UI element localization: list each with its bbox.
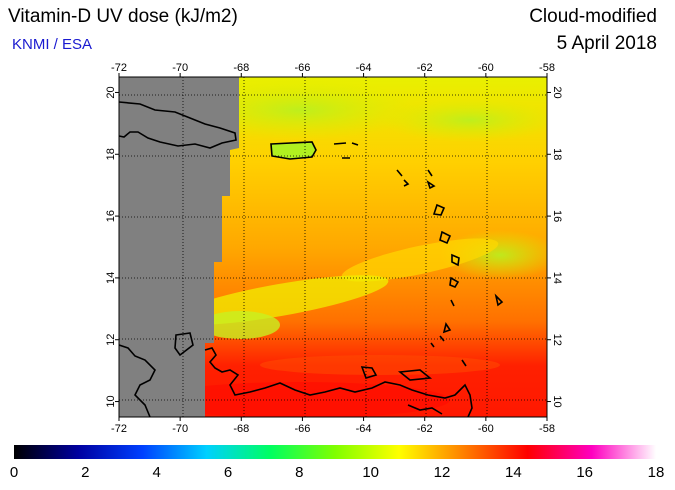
- lon-tick-label-top: -62: [417, 62, 433, 74]
- lat-tick-label-right: 14: [551, 272, 563, 284]
- colorbar-tick-label: 8: [295, 464, 304, 481]
- lon-tick-label-top: -60: [478, 62, 494, 74]
- colorbar: [14, 445, 656, 459]
- lat-tick-label-left: 16: [105, 210, 117, 222]
- lon-tick-label-bottom: -68: [233, 423, 249, 435]
- lon-tick-label-bottom: -70: [172, 423, 188, 435]
- lon-tick-label-bottom: -64: [356, 423, 372, 435]
- lon-tick-label-top: -66: [294, 62, 310, 74]
- lon-tick-label-bottom: -62: [417, 423, 433, 435]
- date-label: 5 April 2018: [556, 33, 657, 54]
- lat-tick-label-right: 10: [551, 395, 563, 407]
- colorbar-tick-label: 12: [433, 464, 451, 481]
- map-title: Vitamin-D UV dose (kJ/m2): [8, 6, 238, 27]
- lat-tick-label-right: 20: [551, 86, 563, 98]
- lon-tick-label-top: -72: [111, 62, 127, 74]
- lon-tick-label-top: -64: [356, 62, 372, 74]
- lat-tick-label-right: 12: [551, 334, 563, 346]
- colorbar-tick-label: 0: [9, 464, 19, 481]
- lat-tick-label-right: 16: [551, 210, 563, 222]
- lat-tick-label-left: 18: [105, 148, 117, 160]
- no-data-region: [119, 77, 239, 417]
- lon-tick-label-bottom: -66: [294, 423, 310, 435]
- colorbar-tick-label: 6: [223, 464, 233, 481]
- axis-ticks: -72 -72 -70 -70 -68 -68 -66 -66 -64 -64 -62 -62 -60 -…: [105, 62, 563, 435]
- lon-tick-label-bottom: -72: [111, 423, 127, 435]
- lat-tick-label-left: 14: [105, 272, 117, 284]
- lat-tick-label-right: 18: [551, 148, 563, 160]
- colorbar-tick-label: 4: [152, 464, 161, 481]
- colorbar-tick-label: 2: [81, 464, 90, 481]
- colorbar-tick-label: 10: [362, 464, 379, 481]
- colorbar-tick-label: 18: [647, 464, 665, 481]
- lat-tick-label-left: 12: [105, 334, 117, 346]
- lon-tick-label-top: -58: [539, 62, 555, 74]
- uv-dose-field: [119, 77, 547, 417]
- colorbar-tick-label: 16: [576, 464, 593, 481]
- lon-tick-label-top: -68: [233, 62, 249, 74]
- lat-tick-label-left: 10: [105, 395, 117, 407]
- lon-tick-label-bottom: -60: [478, 423, 494, 435]
- graticule: [119, 77, 547, 417]
- lon-tick-label-top: -70: [172, 62, 188, 74]
- lon-tick-label-bottom: -58: [539, 423, 555, 435]
- credit-label: KNMI / ESA: [12, 36, 93, 53]
- colorbar-tick-label: 14: [504, 464, 522, 481]
- map-frame: [118, 76, 548, 418]
- lat-tick-label-left: 20: [105, 86, 117, 98]
- mode-label: Cloud-modified: [529, 6, 657, 27]
